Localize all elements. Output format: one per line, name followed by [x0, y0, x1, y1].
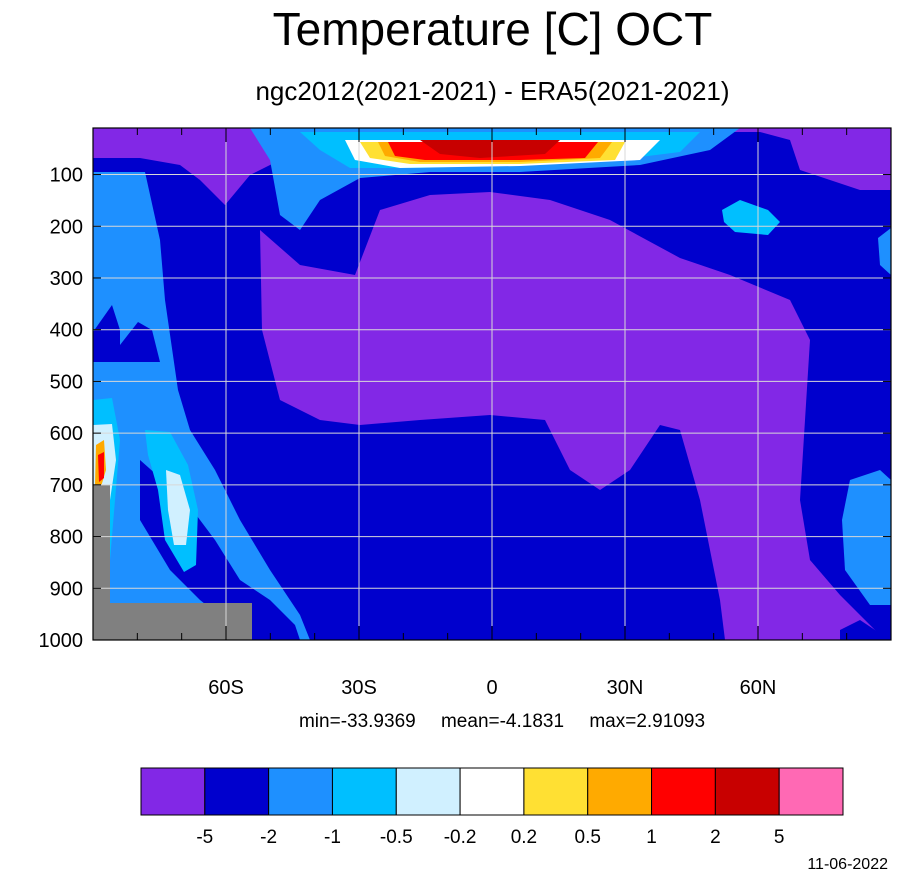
field-bottom-right-dark — [840, 620, 891, 640]
colorbar-label: 1 — [646, 827, 657, 848]
colorbar-box — [331, 767, 397, 816]
y-tick-label: 400 — [50, 320, 83, 342]
grid — [93, 128, 891, 640]
x-tick-label: 60S — [208, 677, 244, 699]
field-left-edge-red — [98, 452, 104, 482]
y-tick-label: 300 — [50, 268, 83, 290]
stat-max: max=2.91093 — [589, 711, 706, 732]
y-tick-label: 500 — [50, 371, 83, 393]
colorbar-label: -0.5 — [380, 827, 413, 848]
colorbar-box — [395, 767, 461, 816]
chart-title: Temperature [C] OCT — [272, 3, 713, 55]
y-tick-label: 600 — [50, 423, 83, 445]
y-tick-labels: 100 200 300 400 500 600 700 800 900 1000 — [39, 165, 84, 652]
y-tick-label: 200 — [50, 216, 83, 238]
y-tick-label: 700 — [50, 475, 83, 497]
x-tick-labels: 60S 30S 0 30N 60N — [208, 677, 776, 699]
axis-ticks — [93, 128, 891, 641]
x-tick-label: 30N — [607, 677, 644, 699]
missing-data-region — [93, 485, 252, 640]
colorbar-box — [651, 767, 716, 816]
field-left-dark — [93, 305, 160, 362]
field-purple-main — [260, 192, 885, 640]
field-pale-blob — [166, 470, 190, 545]
stat-min: min=-33.9369 — [298, 711, 416, 732]
date-stamp: 11-06-2022 — [807, 856, 888, 873]
field-right-lower-lightblue — [842, 470, 891, 605]
colorbar-label: -5 — [196, 827, 213, 848]
stat-mean: mean=-4.1831 — [440, 711, 565, 732]
field-right-edge-lightblue — [878, 228, 891, 275]
colorbar-label: -0.2 — [444, 827, 477, 848]
x-tick-label: 0 — [486, 677, 497, 699]
colorbar-label: 0.5 — [575, 827, 601, 848]
colorbar-box — [204, 767, 270, 816]
colorbar-label: 2 — [710, 827, 721, 848]
x-tick-label: 60N — [740, 677, 777, 699]
y-tick-label: 800 — [50, 527, 83, 549]
colorbar: -5 -2 -1 -0.5 -0.2 0.2 0.5 1 2 5 — [140, 767, 844, 848]
stats-line: min=-33.9369 mean=-4.1831 max=2.91093 — [0, 711, 901, 733]
field-top-darkred — [420, 140, 560, 158]
colorbar-label: 0.2 — [511, 827, 537, 848]
colorbar-label: -2 — [260, 827, 277, 848]
x-tick-label: 30S — [341, 677, 377, 699]
chart-subtitle: ngc2012(2021-2021) - ERA5(2021-2021) — [255, 76, 730, 106]
colorbar-label: 5 — [774, 827, 785, 848]
colorbar-box — [587, 767, 653, 816]
colorbar-label: -1 — [324, 827, 341, 848]
colorbar-box — [268, 767, 333, 816]
y-tick-label: 100 — [50, 165, 83, 187]
colorbar-box — [140, 767, 206, 816]
colorbar-box — [523, 767, 589, 816]
colorbar-box — [778, 767, 844, 816]
colorbar-box — [714, 767, 780, 816]
y-tick-label: 900 — [50, 578, 83, 600]
y-tick-label: 1000 — [39, 630, 84, 652]
colorbar-box — [459, 767, 525, 816]
